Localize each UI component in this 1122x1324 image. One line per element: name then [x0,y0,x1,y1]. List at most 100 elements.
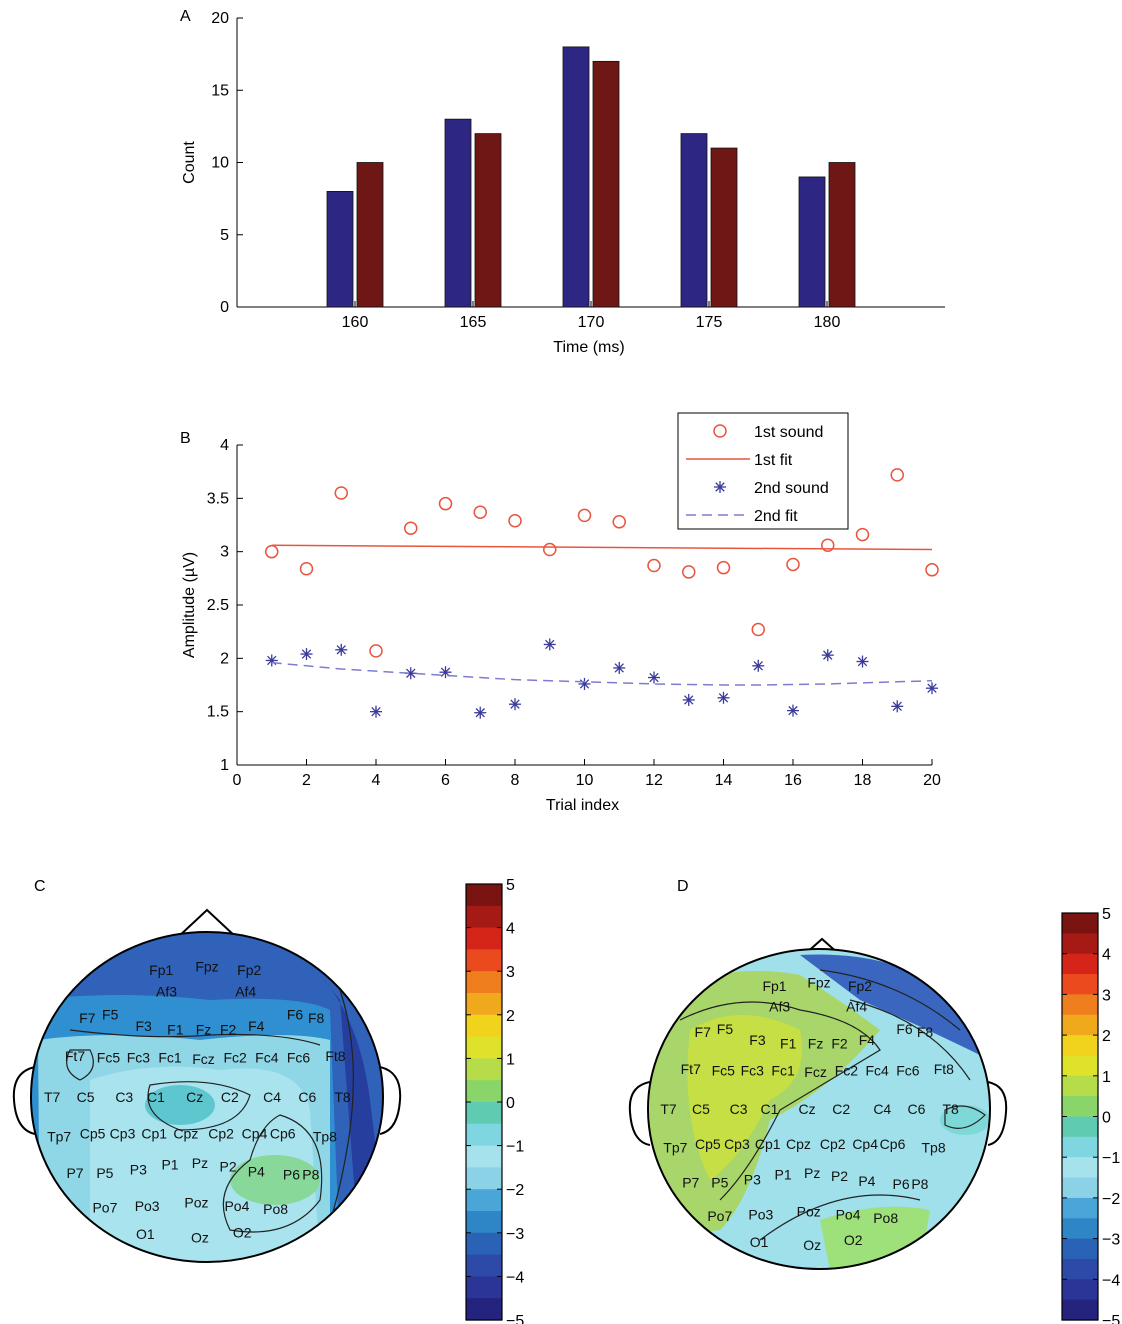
electrode-O2: O2 [844,1232,863,1248]
electrode-C2: C2 [221,1089,239,1105]
electrode-Po8: Po8 [873,1210,898,1226]
topomap-c: Fp1 Fpz Fp2 Af3 Af4 F7 F5 F3 F1 Fz F2 F4 F6 F8 Ft7 Fc5 F… [12,908,402,1263]
x-tick-label-b: 10 [576,772,594,789]
colorbar-swatch-17 [466,1254,502,1277]
electrode-P3: P3 [130,1162,147,1178]
electrode-P6: P6 [893,1176,910,1192]
electrode-Poz: Poz [797,1203,821,1219]
y-tick-label-b: 3 [220,544,229,561]
electrode-Fc5: Fc5 [97,1049,121,1065]
colorbar-d: 5 4 3 2 1 0 −1 −2 −3 −4 −5 [1061,906,1120,1324]
point-s0-16 [786,557,800,572]
point-s0-4 [369,644,383,658]
electrode-F2: F2 [831,1035,848,1051]
electrode-P5: P5 [96,1165,113,1181]
colorbar-swatch-2 [1062,953,1098,975]
bar-165-s1 [444,118,472,308]
point-s0-19 [890,468,904,482]
electrode-Pz: Pz [192,1155,208,1171]
legend-b [677,412,849,530]
point-s2-18 [856,655,869,668]
colorbar-swatch-13 [466,1167,502,1190]
point-s2-3 [335,643,348,656]
bar-160-s2 [356,162,384,308]
electrode-C4: C4 [263,1089,281,1105]
electrode-Fcz: Fcz [804,1064,827,1080]
colorbar-tick-label: 1 [506,1051,515,1068]
electrode-Fc2: Fc2 [223,1049,247,1065]
electrode-Ft7: Ft7 [65,1048,85,1064]
y-tick-label-a: 10 [211,155,229,172]
electrode-Cp2: Cp2 [208,1125,234,1141]
electrode-T7: T7 [44,1089,61,1105]
colorbar-swatch-7 [1062,1055,1098,1077]
colorbar-swatch-8 [466,1058,502,1081]
legend-label-2: 2nd sound [754,480,829,497]
electrode-Cz: Cz [186,1089,203,1105]
electrode-P2: P2 [220,1158,237,1174]
electrode-O1: O1 [750,1234,769,1250]
electrode-Tp7: Tp7 [663,1139,687,1155]
electrode-Oz: Oz [803,1237,821,1253]
colorbar-tick-label: −5 [506,1313,524,1324]
y-tick-label-b: 4 [220,437,229,454]
point-s0-6 [438,496,453,511]
electrode-Po4: Po4 [836,1207,861,1223]
colorbar-swatch-3 [1062,974,1098,995]
colorbar-tick-label: −2 [506,1182,524,1199]
colorbar-tick-label: 0 [506,1095,515,1112]
electrode-Fcz: Fcz [192,1051,215,1067]
electrode-Cp4: Cp4 [852,1136,878,1152]
electrode-C1: C1 [760,1101,778,1117]
electrode-Cpz: Cpz [173,1125,198,1141]
point-s0-9 [543,542,557,557]
electrode-T7: T7 [660,1101,677,1117]
point-s2-12 [648,671,660,684]
colorbar-swatch-0 [466,884,502,907]
electrode-Fp1: Fp1 [149,962,173,978]
bar-165-s2 [474,133,502,308]
point-s2-11 [613,661,626,674]
y-tick-label-b: 2 [220,650,229,667]
point-s0-7 [473,505,487,519]
colorbar-swatch-7 [466,1036,502,1059]
electrode-Tp8: Tp8 [313,1129,337,1145]
point-s0-17 [821,538,835,553]
colorbar-tick-label: −2 [1102,1191,1120,1208]
bar-175-s1 [680,133,708,308]
electrode-C6: C6 [298,1089,316,1105]
point-s0-14 [716,560,731,575]
point-s2-14 [717,691,730,704]
x-tick-label-b: 0 [233,772,242,789]
bar-170-s2 [592,60,620,308]
electrode-P1: P1 [161,1157,178,1173]
x-tick-label-a: 170 [578,314,605,331]
colorbar-swatch-8 [1062,1075,1098,1097]
y-tick-label-a: 20 [211,10,229,27]
electrode-Cpz: Cpz [786,1136,811,1152]
point-s0-15 [751,622,765,637]
electrode-P8: P8 [911,1176,928,1192]
point-s0-2 [299,561,314,576]
colorbar-tick-label: 4 [506,921,515,938]
colorbar-swatch-4 [466,971,502,994]
electrode-P2: P2 [831,1168,848,1184]
electrode-Fp2: Fp2 [848,978,872,994]
x-tick-label-a: 175 [696,314,723,331]
point-s2-20 [926,682,938,695]
colorbar-swatch-1 [466,905,502,929]
electrode-Af3: Af3 [769,999,790,1015]
colorbar-c: 5 4 3 2 1 0 −1 −2 −3 −4 −5 [465,877,524,1324]
electrode-P5: P5 [711,1175,728,1191]
panel-label-a: A [180,8,191,25]
electrode-Po7: Po7 [707,1208,732,1224]
colorbar-tick-label: −4 [506,1269,524,1286]
electrode-F1: F1 [780,1035,797,1051]
electrode-C5: C5 [692,1101,710,1117]
electrode-Cz: Cz [798,1101,815,1117]
colorbar-swatch-19 [466,1298,502,1321]
electrode-Cp3: Cp3 [110,1125,136,1141]
electrode-Fpz: Fpz [195,959,218,975]
scatter-chart-amplitude: 1 1.5 2 2.5 3 3.5 4 0 2 4 6 8 10 12 14 16 18 20 Trial inde… [181,412,941,814]
